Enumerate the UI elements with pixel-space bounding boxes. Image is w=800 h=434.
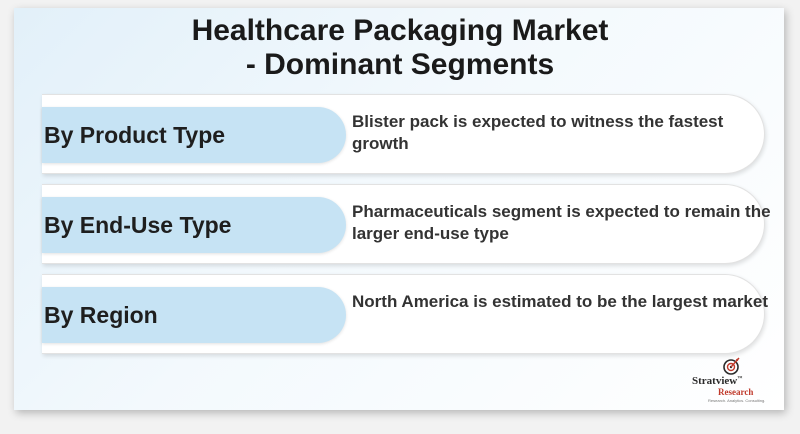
segment-pill: By Product Type	[42, 107, 346, 163]
title-line-1: Healthcare Packaging Market	[191, 14, 609, 47]
stratview-logo: Stratview™ Research Research. Analytics.…	[688, 356, 784, 406]
segment-description: North America is estimated to be the lar…	[352, 292, 769, 311]
logo-name: Stratview™	[692, 375, 743, 387]
segment-label: By Product Type	[44, 122, 226, 148]
segment-pill: By End-Use Type	[42, 197, 346, 253]
segment-row-end-use-type: By End-Use Type Pharmaceuticals segment …	[42, 184, 771, 264]
segment-label: By Region	[44, 302, 158, 328]
segment-row-region: By Region North America is estimated to …	[42, 274, 768, 354]
segment-pill: By Region	[42, 287, 346, 343]
segment-description: Blister pack is expected to witness the …	[352, 112, 724, 153]
title-line-2: - Dominant Segments	[245, 48, 555, 81]
segment-label: By End-Use Type	[44, 212, 232, 238]
logo-subtitle: Research	[718, 387, 754, 397]
segment-description: Pharmaceuticals segment is expected to r…	[352, 202, 771, 243]
target-arrow-icon	[723, 357, 740, 375]
segment-row-product-type: By Product Type Blister pack is expected…	[42, 94, 765, 174]
page-title: Healthcare Packaging Market - Dominant S…	[0, 14, 800, 82]
logo-tagline: Research. Analytics. Consulting.	[708, 398, 766, 403]
